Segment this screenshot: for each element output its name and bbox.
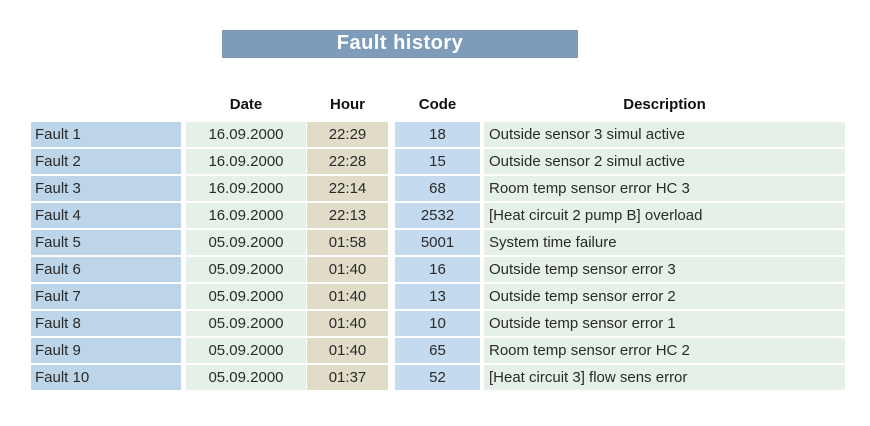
fault-date: 05.09.2000 — [186, 230, 306, 255]
fault-code: 16 — [395, 257, 480, 282]
fault-label: Fault 2 — [31, 149, 181, 174]
fault-date: 16.09.2000 — [186, 203, 306, 228]
fault-date: 05.09.2000 — [186, 284, 306, 309]
fault-code: 10 — [395, 311, 480, 336]
fault-hour: 01:40 — [307, 284, 388, 309]
fault-description: System time failure — [484, 230, 845, 255]
fault-description: Outside temp sensor error 1 — [484, 311, 845, 336]
fault-hour: 01:40 — [307, 311, 388, 336]
fault-hour: 22:28 — [307, 149, 388, 174]
table-row: Fault 5 05.09.2000 01:58 5001 System tim… — [0, 230, 870, 255]
fault-label: Fault 3 — [31, 176, 181, 201]
fault-date: 16.09.2000 — [186, 176, 306, 201]
fault-hour: 22:14 — [307, 176, 388, 201]
fault-description: Outside temp sensor error 3 — [484, 257, 845, 282]
table-row: Fault 1 16.09.2000 22:29 18 Outside sens… — [0, 122, 870, 147]
fault-label: Fault 1 — [31, 122, 181, 147]
fault-label: Fault 10 — [31, 365, 181, 390]
fault-label: Fault 5 — [31, 230, 181, 255]
table-row: Fault 3 16.09.2000 22:14 68 Room temp se… — [0, 176, 870, 201]
fault-date: 16.09.2000 — [186, 149, 306, 174]
table-row: Fault 2 16.09.2000 22:28 15 Outside sens… — [0, 149, 870, 174]
fault-description: Outside sensor 2 simul active — [484, 149, 845, 174]
fault-code: 65 — [395, 338, 480, 363]
fault-date: 05.09.2000 — [186, 338, 306, 363]
fault-label: Fault 7 — [31, 284, 181, 309]
fault-date: 05.09.2000 — [186, 257, 306, 282]
table-row: Fault 8 05.09.2000 01:40 10 Outside temp… — [0, 311, 870, 336]
page-title: Fault history — [222, 30, 578, 58]
fault-code: 68 — [395, 176, 480, 201]
fault-label: Fault 4 — [31, 203, 181, 228]
fault-hour: 01:37 — [307, 365, 388, 390]
fault-code: 52 — [395, 365, 480, 390]
table-row: Fault 10 05.09.2000 01:37 52 [Heat circu… — [0, 365, 870, 390]
fault-label: Fault 9 — [31, 338, 181, 363]
fault-description: Outside temp sensor error 2 — [484, 284, 845, 309]
fault-description: [Heat circuit 2 pump B] overload — [484, 203, 845, 228]
column-header-hour: Hour — [330, 96, 365, 113]
column-header-description: Description — [623, 96, 706, 113]
fault-code: 18 — [395, 122, 480, 147]
table-row: Fault 6 05.09.2000 01:40 16 Outside temp… — [0, 257, 870, 282]
fault-description: Room temp sensor error HC 2 — [484, 338, 845, 363]
fault-hour: 01:40 — [307, 257, 388, 282]
fault-hour: 01:40 — [307, 338, 388, 363]
fault-code: 13 — [395, 284, 480, 309]
fault-description: Outside sensor 3 simul active — [484, 122, 845, 147]
fault-date: 05.09.2000 — [186, 365, 306, 390]
fault-hour: 01:58 — [307, 230, 388, 255]
column-header-date: Date — [229, 96, 263, 113]
fault-hour: 22:13 — [307, 203, 388, 228]
table-header: Date Hour Code Description — [0, 96, 870, 114]
fault-description: Room temp sensor error HC 3 — [484, 176, 845, 201]
fault-code: 15 — [395, 149, 480, 174]
fault-label: Fault 6 — [31, 257, 181, 282]
fault-hour: 22:29 — [307, 122, 388, 147]
fault-label: Fault 8 — [31, 311, 181, 336]
fault-code: 5001 — [395, 230, 480, 255]
table-row: Fault 4 16.09.2000 22:13 2532 [Heat circ… — [0, 203, 870, 228]
fault-date: 05.09.2000 — [186, 311, 306, 336]
table-row: Fault 7 05.09.2000 01:40 13 Outside temp… — [0, 284, 870, 309]
fault-description: [Heat circuit 3] flow sens error — [484, 365, 845, 390]
fault-date: 16.09.2000 — [186, 122, 306, 147]
column-header-code: Code — [418, 96, 457, 113]
table-row: Fault 9 05.09.2000 01:40 65 Room temp se… — [0, 338, 870, 363]
fault-code: 2532 — [395, 203, 480, 228]
